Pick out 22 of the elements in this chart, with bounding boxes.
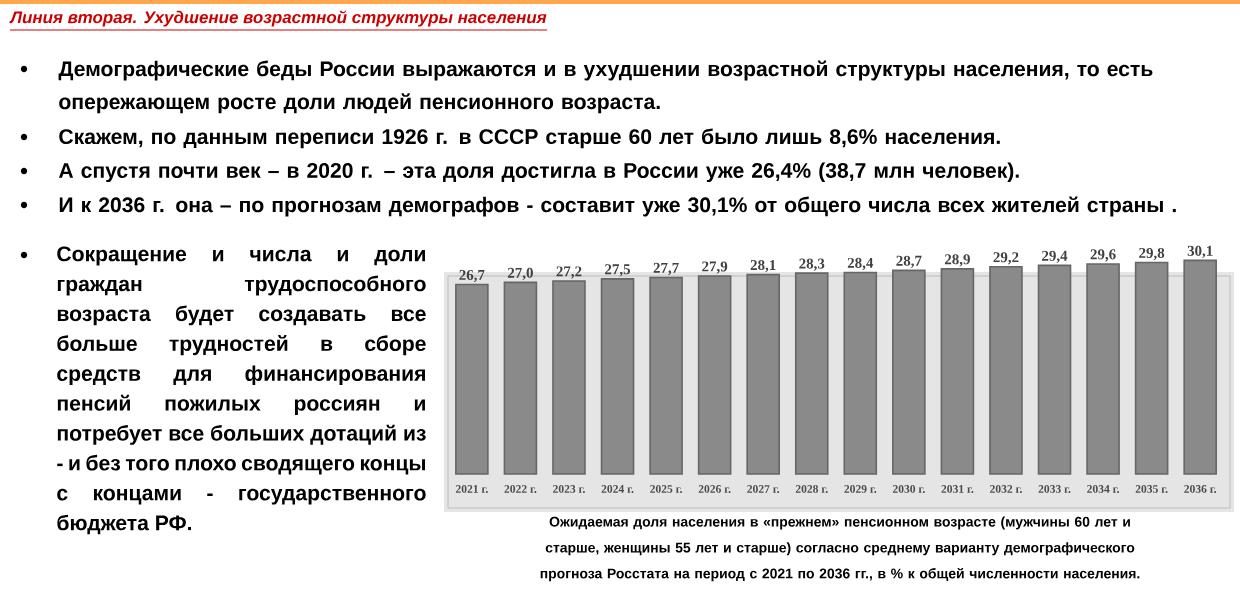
bar (892, 269, 926, 475)
bar (697, 275, 732, 475)
bar (1037, 264, 1072, 475)
text: Демографические беды России выражаются и в ухудшении возрастной структуры населения, то есть опережающем росте доли людей пенсионного возраста. (58, 60, 1153, 114)
bar (649, 276, 683, 475)
bar (1086, 263, 1120, 475)
bar (843, 271, 878, 475)
bar (940, 268, 975, 475)
bar (1183, 259, 1217, 475)
bar (794, 272, 829, 475)
text: И к 2036 г. она – по прогнозам демографов - составит уже 30,1% от общего числа всех жителей страны . (59, 196, 1176, 217)
bar (552, 280, 586, 475)
bar (746, 273, 780, 475)
text: Сокращение и числа и доли граждан трудоспособного возраста будет создавать все больше трудностей в сборе средств для финансирования пенсий пожилых россиян и потребует все больших дотаций из - и без того плохо сводящего концы с концами - государственного бюджета РФ. (57, 246, 426, 535)
text: А спустя почти век – в 2020 г. – эта доля достигла в России уже 26,4% (38,7 млн человек). (58, 162, 1019, 183)
bar (503, 281, 538, 475)
text: Линия вторая. Ухудшение возрастной структуры населения (9, 10, 547, 27)
text: Скажем, по данным переписи 1926 г. в СССР старше 60 лет было лишь 8,6% населения. (59, 128, 1000, 149)
bar (989, 265, 1023, 475)
bar (600, 278, 635, 475)
bar (455, 283, 489, 475)
bar (1134, 261, 1169, 475)
